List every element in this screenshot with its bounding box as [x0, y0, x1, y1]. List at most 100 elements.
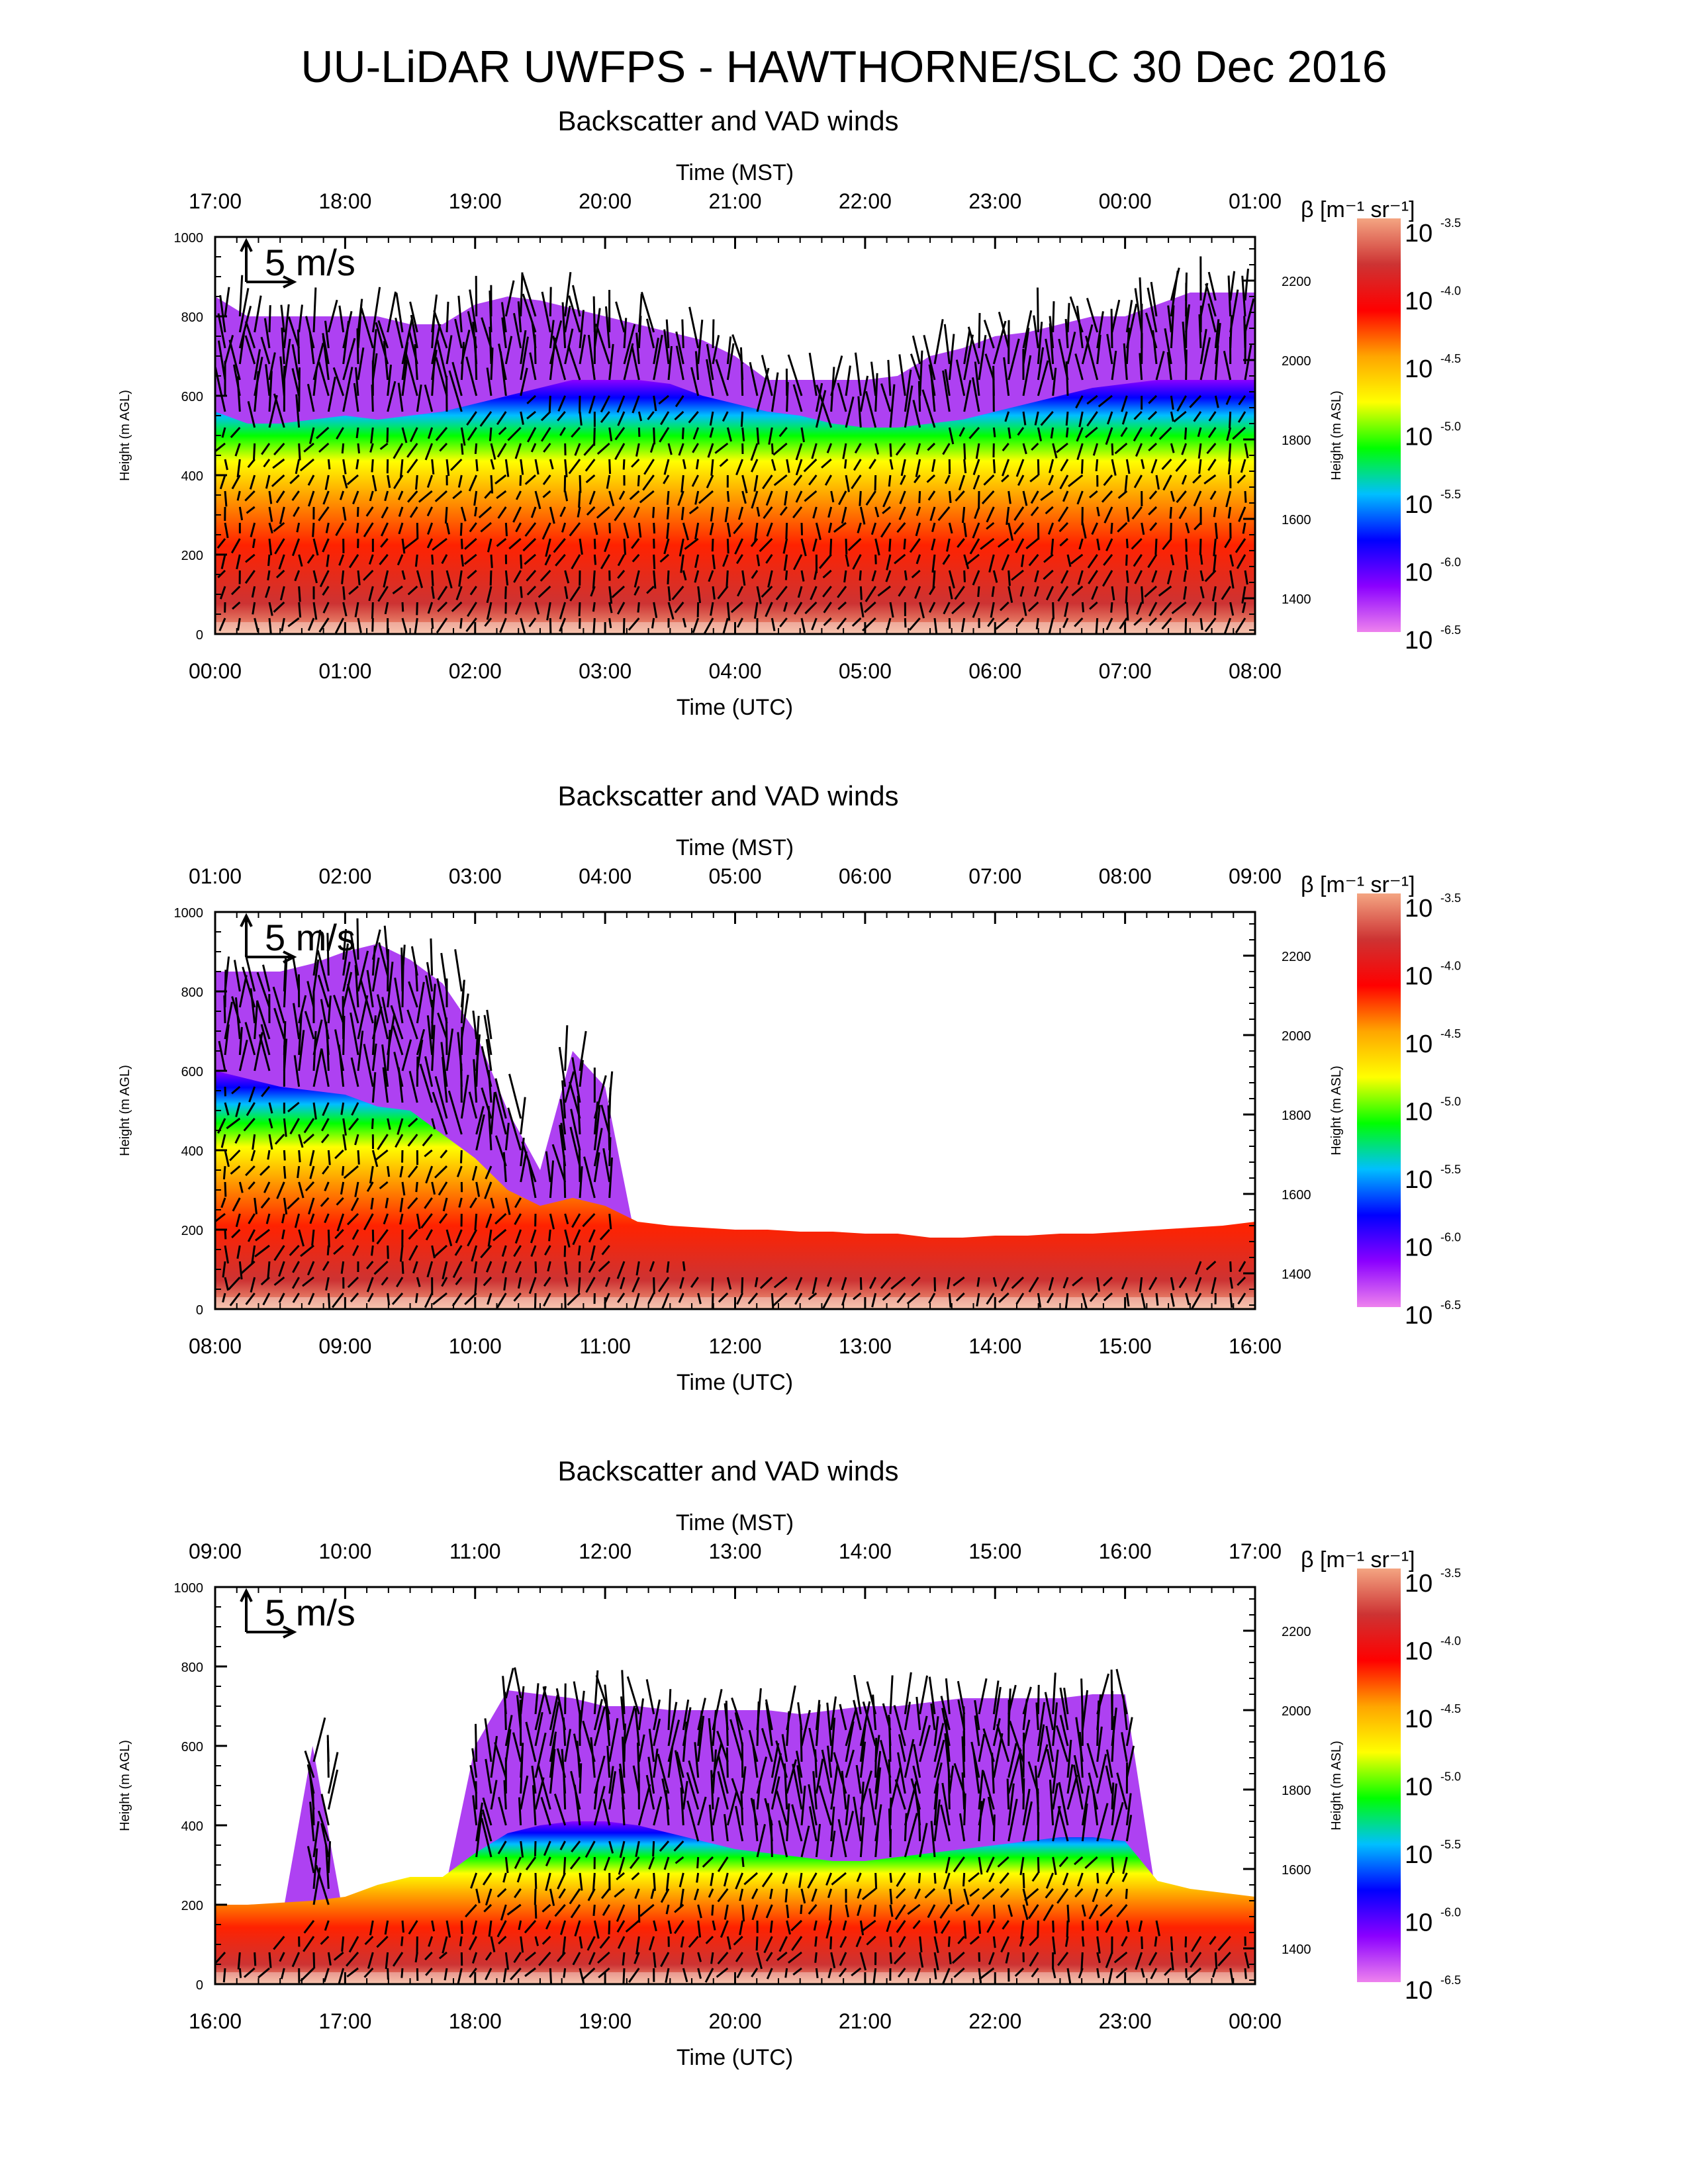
wind-arrow [645, 1679, 655, 1715]
y-axis-title: Height (m AGL) [118, 390, 132, 481]
wind-arrow [522, 537, 537, 552]
wind-arrow [1125, 459, 1131, 475]
wind-arrow [545, 1872, 551, 1891]
wind-arrow [1229, 271, 1236, 301]
wind-arrow [385, 1197, 389, 1208]
wind-arrow [663, 459, 670, 475]
wind-arrow [215, 442, 226, 453]
wind-arrow [1052, 1920, 1055, 1933]
wind-arrow [1024, 1888, 1039, 1901]
colorbar-tick-base: 10 [1405, 288, 1432, 316]
wind-arrow [498, 343, 507, 381]
wind-arrow [1131, 506, 1143, 520]
wind-arrow [261, 1086, 271, 1097]
aerosol-layer [215, 1071, 1255, 1309]
x-tick-label: 22:00 [968, 2009, 1021, 2033]
wind-arrow [291, 344, 301, 381]
y-tick-label: 200 [181, 1899, 203, 1913]
wind-arrow [1056, 442, 1068, 453]
wind-arrow [571, 554, 581, 570]
wind-arrow [272, 986, 285, 1024]
wind-arrow [401, 1039, 412, 1071]
wind-arrow [524, 522, 537, 537]
wind-arrow [962, 506, 966, 523]
wind-arrow [616, 1872, 625, 1881]
x-top-tick-label: 17:00 [1229, 1539, 1282, 1563]
wind-arrow [549, 1888, 555, 1906]
wind-arrow [616, 602, 626, 615]
wind-arrow [647, 411, 655, 420]
wind-arrow [647, 1293, 655, 1304]
x-top-tick-label: 02:00 [318, 864, 371, 888]
wind-arrow [1055, 1725, 1069, 1762]
wind-arrow [263, 459, 271, 468]
wind-arrow [694, 570, 700, 583]
x-top-tick-label: 16:00 [1099, 1539, 1152, 1563]
wind-arrow [919, 1725, 931, 1762]
wind-arrow [769, 1888, 773, 1899]
wind-arrow [853, 459, 862, 471]
wind-arrow [457, 1032, 463, 1071]
wind-arrow [473, 490, 478, 506]
wind-arrow [485, 1888, 492, 1906]
wind-arrow [606, 1745, 611, 1778]
wind-arrow [316, 426, 330, 439]
colorbar-tick-exponent: -4.5 [1440, 352, 1461, 365]
wind-arrow [663, 475, 670, 484]
wind-arrow [352, 1245, 359, 1256]
wind-arrow [914, 1888, 921, 1899]
wind-arrow [244, 570, 256, 584]
wind-arrow [682, 570, 687, 581]
wind-arrow [942, 443, 951, 455]
wind-arrow [1030, 506, 1039, 517]
wind-arrow [1125, 1888, 1128, 1899]
wind-arrow [324, 1213, 330, 1224]
wind-arrow [490, 1197, 495, 1208]
wind-arrow [1221, 586, 1231, 600]
wind-arrow [674, 602, 684, 614]
wind-arrow [475, 1181, 481, 1197]
wind-arrow [682, 1780, 688, 1810]
wind-arrow [1086, 297, 1099, 333]
wind-arrow [667, 443, 673, 455]
wind-arrow [371, 329, 377, 365]
wind-arrow [697, 1952, 702, 1962]
wind-arrow [808, 475, 818, 486]
wind-arrow [238, 975, 248, 1008]
wind-arrow [1229, 554, 1235, 567]
wind-arrow [1043, 553, 1054, 563]
wind-arrow [1049, 1780, 1055, 1826]
wind-arrow [298, 554, 303, 567]
wind-arrow [268, 305, 271, 333]
wind-arrow [1049, 316, 1055, 349]
wind-arrow [751, 1904, 759, 1921]
wind-arrow [229, 1293, 241, 1306]
wind-arrow [531, 1765, 537, 1794]
wind-arrow [859, 1920, 865, 1936]
wind-arrow [1062, 490, 1069, 502]
wind-arrow [898, 1734, 906, 1762]
wind-arrow [1183, 586, 1188, 600]
wind-arrow [1185, 304, 1191, 333]
wind-arrow [416, 384, 422, 412]
wind-arrow [786, 1759, 797, 1794]
wind-arrow [401, 1261, 404, 1274]
wind-arrow [287, 316, 301, 349]
wind-arrow [369, 490, 374, 502]
wind-arrow [812, 538, 818, 552]
wind-arrow [1213, 538, 1217, 557]
wind-arrow [1022, 1904, 1029, 1921]
wind-arrow [1178, 1277, 1187, 1289]
wind-arrow [434, 1165, 448, 1179]
wind-arrow [224, 335, 234, 365]
wind-arrow [217, 340, 226, 381]
wind-arrow [298, 1181, 305, 1199]
wind-arrow [857, 522, 862, 533]
wind-arrow [1057, 1805, 1069, 1842]
colorbar-tick-exponent: -6.0 [1440, 1906, 1461, 1919]
wind-arrow [466, 411, 477, 426]
wind-arrow [626, 1676, 640, 1715]
wind-arrow [383, 1213, 389, 1225]
wind-arrow [1037, 1744, 1049, 1778]
wind-arrow [794, 1293, 803, 1305]
